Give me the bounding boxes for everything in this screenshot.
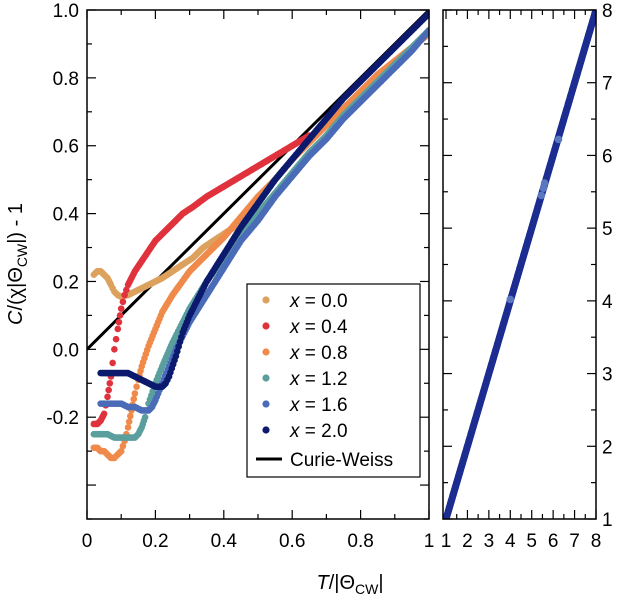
right-x-tick-label: 6	[548, 531, 559, 552]
left-panel: -0.2 0.0 0.2 0.4 0.6 0.8 1.0 0 0.2 0.4 0.6 0.8 1 x =…	[46, 1, 434, 552]
right-x-tick-label: 1	[441, 531, 452, 552]
data-point	[119, 442, 127, 450]
left-x-tick-label: 0.4	[211, 531, 238, 552]
legend-box	[246, 283, 421, 478]
data-point	[117, 447, 125, 455]
left-y-tick-label: 0.4	[53, 205, 80, 226]
data-point	[105, 386, 112, 394]
series-04	[90, 132, 313, 428]
data-point	[119, 298, 127, 306]
right-plot-frame	[442, 9, 597, 520]
left-y-tick-label: 0.6	[53, 137, 79, 158]
legend-swatch	[262, 426, 270, 434]
left-y-tick-label: -0.2	[46, 408, 79, 429]
data-point	[425, 10, 429, 17]
right-y-tick-label: 1	[602, 510, 613, 531]
legend-swatch	[262, 296, 270, 304]
legend-label: x = 1.2	[289, 369, 348, 390]
left-plot-frame	[86, 9, 430, 520]
data-point	[130, 395, 138, 403]
left-y-tick-label: 1.0	[53, 1, 79, 22]
legend-swatch	[262, 400, 270, 408]
data-point	[540, 179, 549, 187]
series-20	[97, 10, 429, 390]
right-x-tick-label: 8	[591, 531, 602, 552]
right-y-tick-label: 6	[602, 146, 613, 167]
legend-items: x = 0.0 x = 0.4 x = 0.8 x = 1.2 x = 1.6 x = 2…	[262, 291, 348, 442]
right-y-tick-label: 4	[602, 292, 613, 313]
data-point	[111, 346, 118, 353]
right-series-0	[443, 10, 596, 519]
left-y-tick-label: 0.0	[53, 340, 79, 361]
left-tick-labels: -0.2 0.0 0.2 0.4 0.6 0.8 1.0 0 0.2 0.4 0.6 0.8 1	[46, 1, 434, 552]
legend: x = 0.0 x = 0.4 x = 0.8 x = 1.2 x = 1.6 x = 2…	[246, 283, 421, 478]
data-point	[123, 286, 130, 294]
data-point	[112, 335, 120, 343]
legend-label: x = 2.0	[289, 421, 348, 442]
data-point	[109, 359, 116, 367]
legend-swatch	[262, 348, 270, 356]
data-point	[124, 424, 132, 431]
left-data-points	[90, 10, 429, 462]
legend-label: x = 0.4	[289, 317, 348, 338]
legend-label: x = 1.6	[289, 395, 348, 416]
data-point	[133, 383, 140, 390]
right-x-tick-label: 5	[526, 531, 537, 552]
data-point	[592, 10, 596, 14]
left-x-tick-label: 0.2	[142, 531, 168, 552]
x-axis-label: T/|ΘCW|	[316, 572, 383, 597]
left-tick-marks	[86, 9, 430, 520]
right-y-tick-label: 8	[602, 1, 613, 22]
left-x-tick-label: 1	[424, 531, 435, 552]
right-y-tick-label: 3	[602, 365, 613, 386]
right-data-points	[443, 10, 596, 519]
data-point	[125, 418, 133, 426]
data-point	[537, 191, 546, 200]
legend-swatch	[262, 374, 270, 382]
y-axis-label: C/(χ|ΘCW|) - 1	[5, 203, 30, 325]
data-point	[115, 318, 123, 326]
legend-label: x = 0.8	[289, 343, 348, 364]
data-point	[127, 412, 134, 420]
data-point	[121, 291, 128, 299]
data-point	[104, 393, 111, 401]
data-point	[100, 410, 108, 418]
data-point	[116, 312, 124, 319]
data-point	[425, 27, 429, 34]
data-point	[554, 135, 563, 144]
data-point	[506, 295, 515, 304]
right-y-tick-label: 2	[602, 437, 613, 458]
legend-swatch	[262, 322, 270, 330]
right-x-tick-label: 4	[505, 531, 516, 552]
data-point	[131, 390, 139, 397]
right-x-tick-label: 3	[484, 531, 495, 552]
data-point	[117, 305, 125, 312]
right-x-tick-label: 2	[462, 531, 473, 552]
legend-label-curie-weiss: Curie-Weiss	[290, 450, 393, 471]
left-y-tick-label: 0.8	[53, 69, 79, 90]
right-x-tick-label: 7	[569, 531, 580, 552]
right-series-1	[506, 135, 563, 304]
right-y-tick-label: 5	[602, 219, 613, 240]
left-x-tick-label: 0.6	[279, 531, 305, 552]
data-point	[114, 325, 122, 333]
left-x-tick-label: 0.8	[347, 531, 373, 552]
data-point	[106, 379, 114, 387]
left-x-tick-label: 0	[82, 531, 93, 552]
data-point	[141, 413, 149, 421]
legend-label: x = 0.0	[289, 291, 348, 312]
right-y-tick-label: 7	[602, 74, 613, 95]
left-y-tick-label: 0.2	[53, 272, 79, 293]
